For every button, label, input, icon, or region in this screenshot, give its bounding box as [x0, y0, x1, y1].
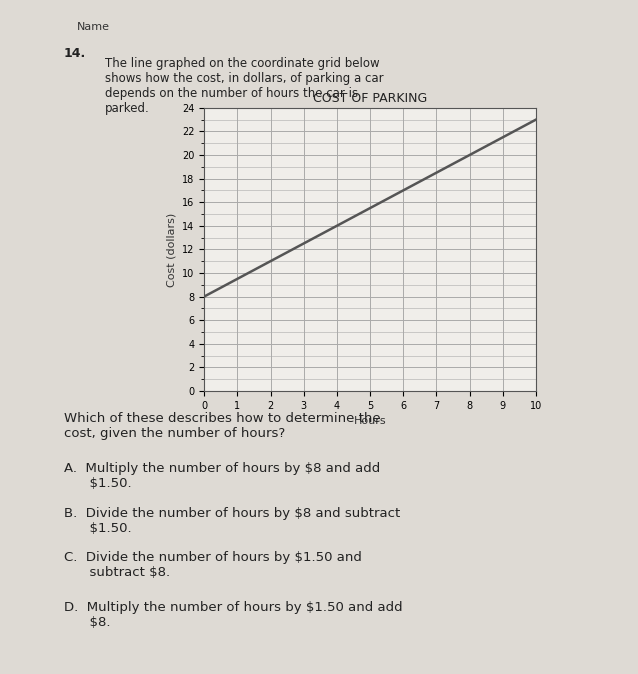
Text: 14.: 14. [64, 47, 86, 60]
Y-axis label: Cost (dollars): Cost (dollars) [167, 212, 176, 286]
Text: A.  Multiply the number of hours by $8 and add
      $1.50.: A. Multiply the number of hours by $8 an… [64, 462, 380, 490]
Title: COST OF PARKING: COST OF PARKING [313, 92, 427, 105]
Text: Which of these describes how to determine the
cost, given the number of hours?: Which of these describes how to determin… [64, 412, 380, 441]
Text: The line graphed on the coordinate grid below
shows how the cost, in dollars, of: The line graphed on the coordinate grid … [105, 57, 384, 115]
Text: B.  Divide the number of hours by $8 and subtract
      $1.50.: B. Divide the number of hours by $8 and … [64, 507, 400, 535]
Text: C.  Divide the number of hours by $1.50 and
      subtract $8.: C. Divide the number of hours by $1.50 a… [64, 551, 362, 580]
X-axis label: Hours: Hours [353, 417, 387, 426]
Text: D.  Multiply the number of hours by $1.50 and add
      $8.: D. Multiply the number of hours by $1.50… [64, 601, 403, 630]
Text: Name: Name [77, 22, 110, 32]
